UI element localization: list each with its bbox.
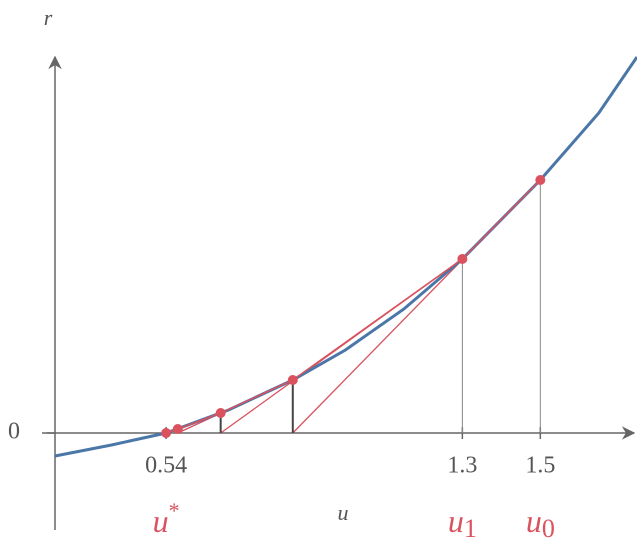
x-axis-label: u xyxy=(338,500,349,525)
root-label: u* xyxy=(153,498,180,539)
label-base: u xyxy=(448,503,464,539)
curve xyxy=(54,56,637,458)
root-label: u1 xyxy=(448,503,477,543)
x-tick-label: 1.3 xyxy=(447,453,477,479)
iterate-point xyxy=(535,175,546,185)
label-sub: 0 xyxy=(542,514,555,543)
x-tick-label: 0.54 xyxy=(145,453,187,479)
label-base: u xyxy=(526,503,542,539)
iterate-path xyxy=(165,179,541,434)
iterate-point xyxy=(215,408,226,418)
root-label: u0 xyxy=(526,503,555,543)
label-sup: * xyxy=(169,498,180,523)
label-sub: 1 xyxy=(464,514,477,543)
iterate-point xyxy=(287,375,298,385)
iterate-point xyxy=(161,428,172,438)
y-axis-label: r xyxy=(44,5,53,30)
iterate-point xyxy=(457,254,468,264)
y-tick-label: 0 xyxy=(8,419,20,445)
label-base: u xyxy=(153,503,169,539)
x-tick-label: 1.5 xyxy=(525,453,555,479)
iterate-point xyxy=(172,424,183,434)
